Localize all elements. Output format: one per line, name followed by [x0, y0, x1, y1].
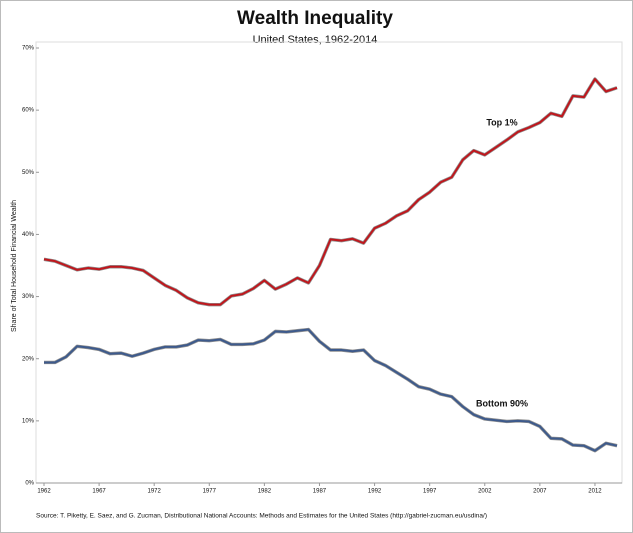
y-tick-label: 0%	[25, 481, 34, 487]
series-line	[44, 328, 618, 452]
series-label: Top 1%	[486, 117, 517, 127]
x-tick-label: 2007	[533, 489, 547, 495]
source-note: Source: T. Piketty, E. Saez, and G. Zucm…	[36, 513, 487, 520]
series-label: Bottom 90%	[476, 398, 528, 408]
x-tick-label: 1962	[37, 489, 51, 495]
series-line	[43, 78, 618, 306]
y-tick-label: 60%	[22, 108, 35, 114]
x-tick-label: 1972	[148, 489, 162, 495]
x-tick-label: 1967	[92, 489, 106, 495]
y-tick-label: 20%	[22, 356, 35, 362]
y-axis-label: Share of Total Household Financial Wealt…	[11, 200, 18, 332]
x-tick-label: 2002	[478, 489, 492, 495]
x-tick-label: 1977	[203, 489, 217, 495]
chart-subtitle: United States, 1962-2014	[253, 34, 378, 46]
y-tick-label: 30%	[22, 294, 35, 300]
chart-title: Wealth Inequality	[237, 8, 393, 29]
y-tick-label: 50%	[22, 170, 35, 176]
x-tick-label: 1987	[313, 489, 327, 495]
y-tick-label: 70%	[22, 46, 35, 52]
x-tick-label: 2012	[588, 489, 602, 495]
x-tick-label: 1982	[258, 489, 272, 495]
y-tick-label: 40%	[22, 232, 35, 238]
x-tick-label: 1997	[423, 489, 437, 495]
y-tick-label: 10%	[22, 418, 35, 424]
x-tick-label: 1992	[368, 489, 382, 495]
